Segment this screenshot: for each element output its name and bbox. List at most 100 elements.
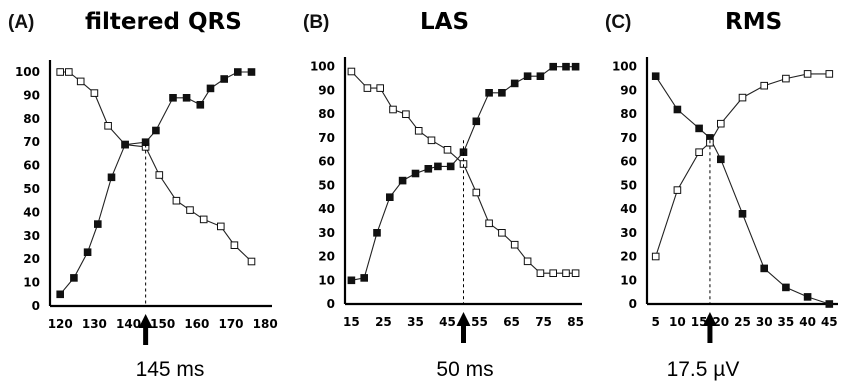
open-square-point — [247, 257, 256, 266]
filled-square-point — [782, 283, 790, 292]
x-tick-label: 85 — [567, 315, 584, 329]
open-square-point — [414, 127, 423, 135]
y-tick-label: 90 — [318, 83, 335, 97]
y-tick-label: 90 — [620, 83, 637, 97]
chart-panel: (B) LAS 0 10 20 30 40 50 60 70 80 90 100 15 25 35 45 55 65… — [303, 9, 584, 381]
x-tick-label: 20 — [712, 315, 729, 329]
open-square-point — [803, 70, 812, 78]
open-square-point — [76, 77, 85, 86]
open-square-point — [172, 196, 181, 205]
filled-square-point — [446, 162, 455, 171]
open-square-point — [825, 70, 834, 78]
filled-square-point — [695, 124, 703, 133]
open-square-point — [65, 68, 73, 76]
up-arrow-icon — [138, 314, 153, 328]
open-square-point — [230, 241, 239, 249]
open-square-point — [363, 84, 372, 92]
x-tick-label: 120 — [48, 317, 73, 331]
filled-square-point — [825, 300, 834, 308]
y-tick-label: 0 — [32, 299, 40, 313]
y-tick-label: 40 — [318, 202, 335, 216]
open-square-point — [389, 105, 397, 114]
filled-square-point — [536, 72, 545, 81]
filled-square-point — [56, 290, 65, 299]
up-arrow-shaft — [143, 327, 149, 345]
y-tick-label: 40 — [23, 205, 40, 219]
up-arrow-icon — [702, 312, 717, 326]
x-tick-label: 25 — [734, 315, 751, 329]
series-line — [351, 66, 576, 281]
open-square-point — [651, 252, 660, 261]
open-square-point — [472, 188, 481, 197]
x-tick-label: 45 — [821, 315, 838, 329]
y-tick-label: 60 — [318, 155, 335, 169]
x-tick-label: 40 — [799, 315, 816, 329]
x-tick-label: 35 — [407, 315, 424, 329]
filled-square-point — [360, 274, 368, 282]
y-tick-label: 40 — [620, 202, 637, 216]
y-tick-label: 70 — [23, 135, 40, 149]
filled-square-point — [196, 101, 205, 109]
x-tick-label: 65 — [503, 315, 520, 329]
filled-square-point — [83, 248, 92, 256]
chart-panel: (C) RMS 0 10 20 30 40 50 60 70 80 90 100 5 10 15 20 25 30 3… — [605, 9, 838, 381]
up-arrow-shaft — [707, 325, 713, 343]
open-square-point — [155, 171, 164, 179]
open-square-point — [443, 146, 452, 154]
filled-square-point — [234, 68, 242, 76]
y-tick-label: 80 — [620, 107, 637, 121]
open-square-point — [717, 119, 725, 128]
x-tick-label: 150 — [150, 317, 175, 331]
crossover-value-label: 50 ms — [436, 358, 493, 381]
x-tick-label: 15 — [343, 315, 360, 329]
crossover-value-label: 145 ms — [136, 358, 205, 381]
y-tick-label: 30 — [23, 229, 40, 243]
x-tick-label: 35 — [778, 315, 795, 329]
x-tick-label: 5 — [652, 315, 660, 329]
filled-square-point — [523, 72, 532, 81]
x-tick-label: 45 — [439, 315, 456, 329]
open-square-point — [536, 269, 545, 277]
series-line — [60, 71, 252, 262]
y-tick-label: 70 — [620, 131, 637, 145]
open-square-point — [562, 269, 570, 277]
filled-square-point — [121, 140, 129, 149]
filled-square-point — [571, 62, 580, 71]
open-square-point — [738, 93, 747, 102]
y-tick-label: 10 — [620, 273, 637, 287]
filled-square-point — [411, 169, 420, 178]
open-square-point — [782, 74, 790, 83]
open-square-point — [510, 240, 519, 249]
open-square-point — [90, 89, 99, 97]
open-square-point — [549, 269, 558, 277]
open-square-point — [485, 219, 493, 228]
filled-square-point — [434, 162, 442, 171]
open-square-point — [695, 148, 703, 156]
filled-square-point — [182, 94, 191, 102]
chart-panel: (A) filtered QRS 0 10 20 30 40 50 60 70 80 90 100 120… — [8, 9, 278, 381]
filled-square-point — [472, 117, 481, 126]
y-tick-label: 50 — [318, 178, 335, 192]
open-square-point — [498, 229, 506, 237]
y-tick-label: 20 — [620, 250, 637, 264]
panel-label: (B) — [303, 12, 329, 33]
y-tick-label: 30 — [318, 226, 335, 240]
open-square-point — [760, 81, 769, 90]
open-square-point — [402, 110, 410, 119]
filled-square-point — [169, 94, 177, 102]
filled-square-point — [94, 220, 102, 228]
open-square-point — [376, 84, 384, 92]
open-square-point — [104, 122, 112, 130]
y-tick-label: 0 — [327, 297, 335, 311]
x-tick-label: 15 — [691, 315, 708, 329]
x-tick-label: 30 — [756, 315, 773, 329]
crossover-value-label: 17.5 µV — [667, 358, 740, 381]
filled-square-point — [510, 79, 519, 88]
filled-square-point — [347, 276, 356, 285]
filled-square-point — [760, 264, 769, 273]
x-tick-label: 25 — [375, 315, 392, 329]
open-square-point — [673, 186, 682, 194]
open-square-point — [427, 136, 436, 145]
open-square-point — [186, 206, 194, 214]
filled-square-point — [485, 89, 493, 97]
